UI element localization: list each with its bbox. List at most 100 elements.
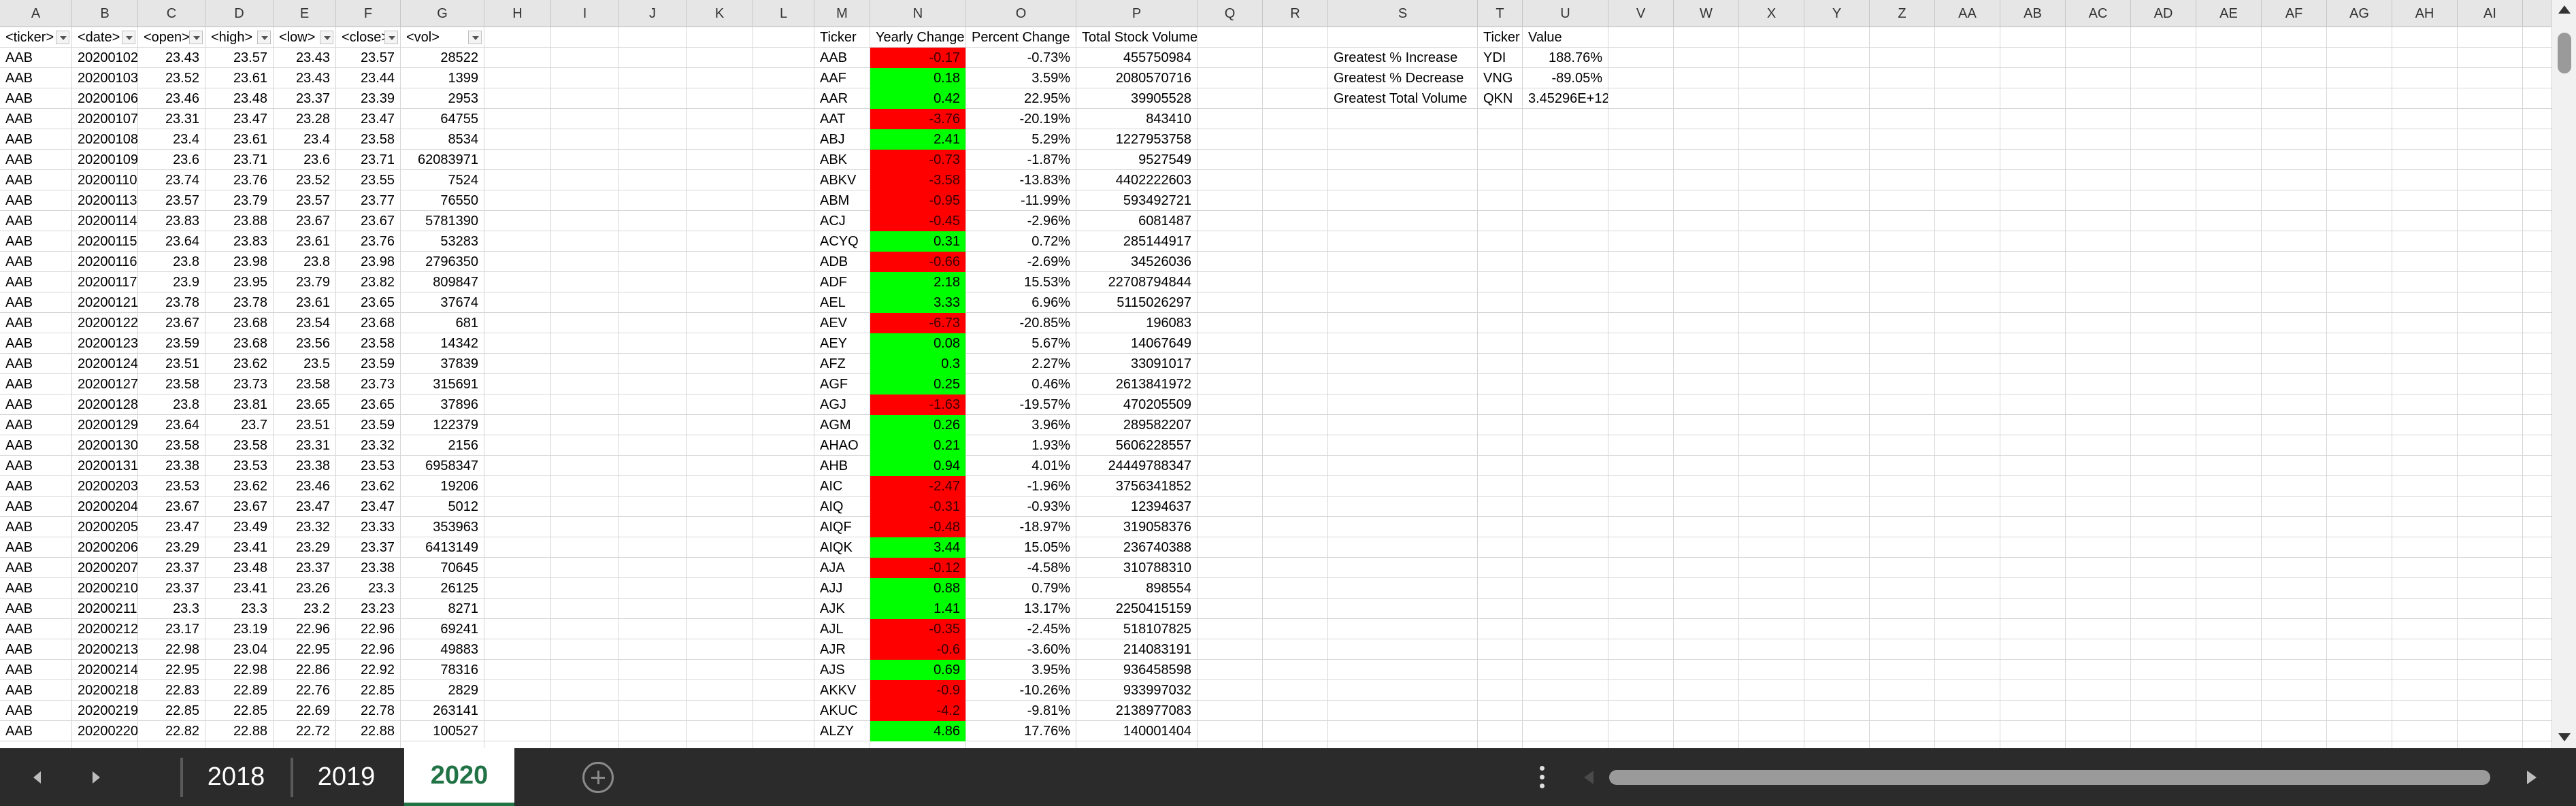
greatest-label-cell[interactable]: Greatest % Increase <box>1328 48 1478 68</box>
empty-cell[interactable] <box>1804 619 1870 639</box>
empty-cell[interactable] <box>2196 27 2262 48</box>
empty-cell[interactable] <box>2066 599 2131 619</box>
percent-change-cell[interactable]: -11.99% <box>966 190 1076 211</box>
yearly-change-cell[interactable]: -1.63 <box>870 394 966 415</box>
raw-data-cell[interactable]: 23.82 <box>336 272 401 292</box>
empty-cell[interactable] <box>2262 599 2327 619</box>
empty-cell[interactable] <box>1523 374 1608 394</box>
empty-cell[interactable] <box>1870 292 1935 313</box>
empty-cell[interactable] <box>687 639 753 660</box>
empty-cell[interactable] <box>1674 435 1739 456</box>
raw-data-cell[interactable]: 22.85 <box>138 701 205 721</box>
empty-cell[interactable] <box>753 578 814 599</box>
raw-data-cell[interactable]: 7524 <box>401 170 484 190</box>
horizontal-scrollbar[interactable] <box>1609 766 2494 789</box>
empty-cell[interactable] <box>2131 88 2196 109</box>
empty-cell[interactable] <box>1870 660 1935 680</box>
empty-cell[interactable] <box>1870 435 1935 456</box>
empty-cell[interactable] <box>2066 619 2131 639</box>
column-header-ae[interactable]: AE <box>2196 0 2262 27</box>
empty-cell[interactable] <box>2131 190 2196 211</box>
summary-ticker-cell[interactable]: ADF <box>814 272 870 292</box>
empty-cell[interactable] <box>687 68 753 88</box>
empty-cell[interactable] <box>2131 517 2196 537</box>
empty-cell[interactable] <box>1263 680 1328 701</box>
empty-cell[interactable] <box>2392 88 2458 109</box>
percent-change-cell[interactable]: -20.19% <box>966 109 1076 129</box>
empty-cell[interactable] <box>1935 150 2000 170</box>
sheet-body[interactable]: <ticker> <date> <open> <high> <low> <close> <v… <box>0 27 2552 748</box>
empty-cell[interactable] <box>2392 150 2458 170</box>
raw-data-cell[interactable]: 23.76 <box>336 231 401 252</box>
empty-cell[interactable] <box>2392 599 2458 619</box>
empty-cell[interactable] <box>2131 252 2196 272</box>
empty-cell[interactable] <box>2000 252 2066 272</box>
raw-data-cell[interactable]: 23.32 <box>274 517 336 537</box>
empty-cell[interactable] <box>2000 190 2066 211</box>
empty-cell[interactable] <box>2131 211 2196 231</box>
empty-cell[interactable] <box>2000 701 2066 721</box>
raw-data-cell[interactable]: 23.68 <box>205 333 274 354</box>
column-header-ai[interactable]: AI <box>2458 0 2523 27</box>
empty-cell[interactable] <box>1870 190 1935 211</box>
raw-data-cell[interactable]: 23.59 <box>336 354 401 374</box>
empty-cell[interactable] <box>2000 537 2066 558</box>
greatest-ticker-cell[interactable]: VNG <box>1478 68 1523 88</box>
raw-data-cell[interactable]: AAB <box>0 680 72 701</box>
empty-cell[interactable] <box>1804 456 1870 476</box>
raw-data-cell[interactable]: 28522 <box>401 48 484 68</box>
empty-cell[interactable] <box>1804 415 1870 435</box>
column-header-ad[interactable]: AD <box>2131 0 2196 27</box>
empty-cell[interactable] <box>687 129 753 150</box>
empty-cell[interactable] <box>1478 660 1523 680</box>
raw-data-cell[interactable]: 23.43 <box>274 48 336 68</box>
empty-cell[interactable] <box>1198 619 1263 639</box>
empty-cell[interactable] <box>1328 170 1478 190</box>
empty-cell[interactable] <box>2392 190 2458 211</box>
empty-cell[interactable] <box>1935 313 2000 333</box>
empty-cell[interactable] <box>1739 272 1804 292</box>
empty-cell[interactable] <box>1804 231 1870 252</box>
empty-cell[interactable] <box>1198 354 1263 374</box>
empty-cell[interactable] <box>2066 313 2131 333</box>
empty-cell[interactable] <box>2000 333 2066 354</box>
empty-cell[interactable] <box>753 639 814 660</box>
column-header-k[interactable]: K <box>687 0 753 27</box>
empty-cell[interactable] <box>2458 129 2523 150</box>
empty-cell[interactable] <box>2392 48 2458 68</box>
empty-cell[interactable] <box>1523 354 1608 374</box>
empty-cell[interactable] <box>2262 394 2327 415</box>
empty-cell[interactable] <box>753 333 814 354</box>
empty-cell[interactable] <box>1674 619 1739 639</box>
empty-cell[interactable] <box>2392 252 2458 272</box>
empty-cell[interactable] <box>2392 68 2458 88</box>
empty-cell[interactable] <box>753 456 814 476</box>
percent-change-cell[interactable]: 15.05% <box>966 537 1076 558</box>
raw-data-cell[interactable]: 20200205 <box>72 517 138 537</box>
empty-cell[interactable] <box>687 190 753 211</box>
empty-cell[interactable] <box>1674 170 1739 190</box>
empty-cell[interactable] <box>2066 497 2131 517</box>
empty-cell[interactable] <box>2458 476 2523 497</box>
empty-cell[interactable] <box>619 639 687 660</box>
column-header-n[interactable]: N <box>870 0 966 27</box>
empty-cell[interactable] <box>1870 211 1935 231</box>
empty-cell[interactable] <box>1674 456 1739 476</box>
empty-cell[interactable] <box>2000 599 2066 619</box>
empty-cell[interactable] <box>2262 313 2327 333</box>
empty-cell[interactable] <box>1328 476 1478 497</box>
empty-cell[interactable] <box>2392 660 2458 680</box>
yearly-change-cell[interactable]: 0.94 <box>870 456 966 476</box>
empty-cell[interactable] <box>1870 701 1935 721</box>
raw-data-cell[interactable]: 23.47 <box>138 517 205 537</box>
empty-cell[interactable] <box>1523 701 1608 721</box>
empty-cell[interactable] <box>687 517 753 537</box>
scroll-right-icon[interactable] <box>2517 762 2545 793</box>
empty-cell[interactable] <box>1523 231 1608 252</box>
empty-cell[interactable] <box>2262 537 2327 558</box>
yearly-change-cell[interactable]: -0.17 <box>870 48 966 68</box>
empty-cell[interactable] <box>619 150 687 170</box>
raw-data-cell[interactable]: 22.96 <box>336 639 401 660</box>
empty-cell[interactable] <box>687 354 753 374</box>
column-header-ab[interactable]: AB <box>2000 0 2066 27</box>
